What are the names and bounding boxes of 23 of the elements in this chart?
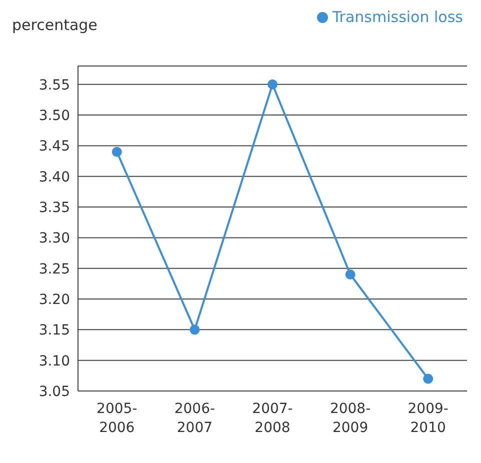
y-tick-label: 3.10 — [38, 353, 70, 370]
x-tick-label: 2005-2006 — [96, 401, 138, 436]
point — [112, 146, 122, 157]
y-tick-label: 3.55 — [38, 77, 70, 94]
x-tick-label: 2008-2009 — [330, 401, 371, 436]
x-tick-label: 2006-2007 — [174, 401, 216, 436]
y-tick-label: 3.40 — [38, 169, 70, 186]
x-tick-label: 2007-2008 — [252, 401, 293, 436]
y-tick-label: 3.35 — [38, 200, 70, 216]
x-tick-label: 2009-2010 — [408, 401, 448, 436]
point — [268, 79, 278, 90]
point — [345, 269, 356, 280]
y-axis-title: percentage — [12, 16, 98, 34]
point — [423, 374, 434, 384]
y-tick-label: 3.05 — [38, 384, 70, 400]
y-tick-label: 3.45 — [38, 138, 70, 155]
point — [190, 324, 200, 335]
y-tick-label: 3.25 — [38, 261, 70, 278]
y-tick-label: 3.15 — [38, 322, 70, 339]
y-tick-label: 3.30 — [38, 230, 70, 247]
y-tick-label: 3.20 — [38, 292, 70, 308]
y-tick-label: 3.50 — [38, 108, 70, 124]
legend-label: Transmission loss — [332, 8, 463, 26]
